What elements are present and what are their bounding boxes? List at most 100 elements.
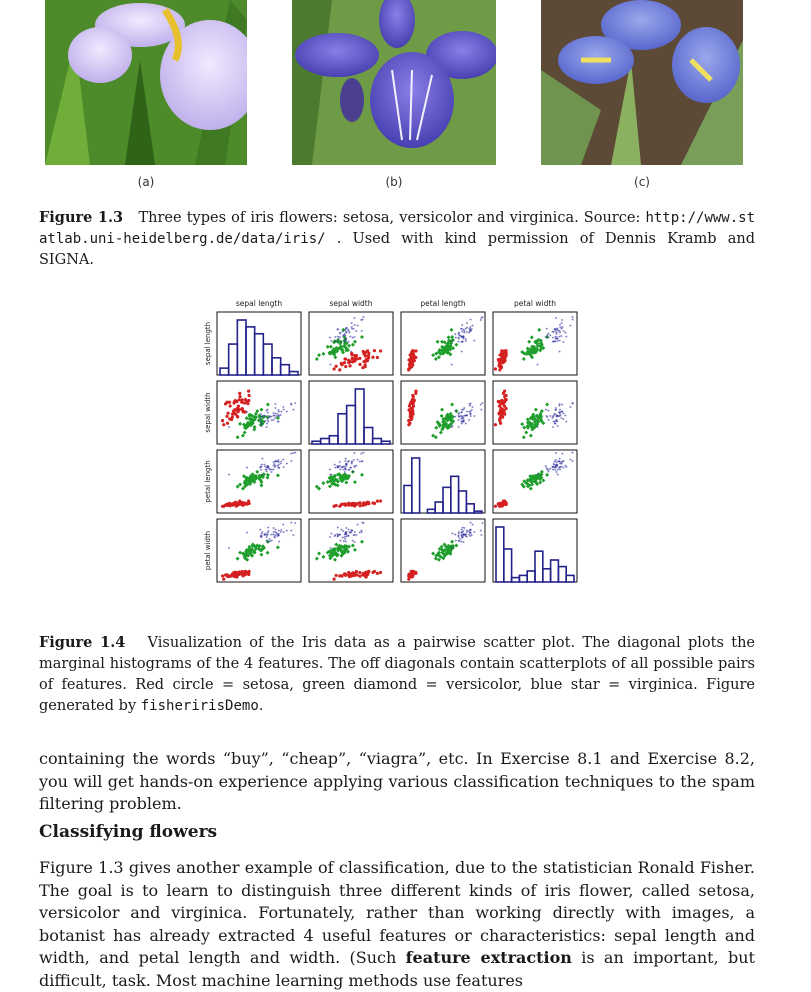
point-virginica: * — [564, 414, 567, 420]
point-virginica: * — [564, 464, 567, 470]
point-versicolor — [252, 425, 257, 430]
point-virginica: * — [468, 331, 471, 337]
point-virginica: * — [554, 340, 557, 346]
point-virginica: * — [466, 414, 469, 420]
point-versicolor — [448, 347, 453, 352]
point-setosa — [347, 361, 351, 365]
point-virginica: * — [260, 468, 263, 474]
point-virginica: * — [276, 413, 279, 419]
point-virginica: * — [274, 403, 277, 409]
point-virginica: * — [473, 414, 476, 420]
point-virginica: * — [345, 326, 348, 332]
point-setosa — [493, 423, 498, 427]
point-setosa — [498, 419, 502, 423]
point-virginica: * — [460, 335, 463, 341]
point-virginica: * — [344, 537, 347, 543]
point-versicolor — [531, 350, 536, 355]
point-virginica: * — [290, 452, 293, 458]
point-versicolor — [328, 550, 333, 555]
point-versicolor — [350, 342, 355, 347]
figure-1-3-tail: . Used with kind permission of Dennis Kr… — [39, 231, 755, 268]
point-versicolor — [440, 339, 445, 344]
point-versicolor — [447, 550, 452, 555]
point-virginica: * — [263, 463, 266, 469]
point-virginica: * — [555, 464, 558, 470]
point-virginica: * — [551, 330, 554, 336]
point-virginica: * — [292, 408, 295, 414]
point-versicolor — [530, 421, 535, 426]
point-virginica: * — [460, 327, 463, 333]
point-versicolor — [245, 557, 250, 562]
point-versicolor — [247, 548, 252, 553]
point-virginica: * — [266, 408, 269, 414]
point-setosa — [233, 500, 237, 504]
point-virginica: * — [351, 325, 354, 331]
point-versicolor — [333, 355, 338, 360]
point-virginica: * — [351, 529, 354, 535]
point-virginica: * — [347, 460, 350, 466]
point-virginica: * — [454, 533, 457, 539]
point-virginica: * — [463, 420, 466, 426]
point-setosa — [501, 352, 505, 357]
point-virginica: * — [334, 534, 337, 540]
point-virginica: * — [362, 315, 365, 321]
point-virginica: * — [260, 534, 263, 540]
point-versicolor — [545, 472, 550, 477]
point-virginica: * — [468, 403, 471, 409]
point-setosa — [347, 501, 351, 505]
point-virginica: * — [282, 523, 285, 529]
point-virginica: * — [342, 335, 345, 341]
point-virginica: * — [259, 417, 262, 423]
point-virginica: * — [277, 420, 280, 426]
point-versicolor — [321, 351, 326, 356]
point-virginica: * — [356, 523, 359, 529]
point-virginica: * — [554, 412, 557, 418]
point-versicolor — [334, 478, 339, 483]
point-virginica: * — [277, 459, 280, 465]
point-versicolor — [441, 416, 446, 421]
point-virginica: * — [555, 317, 558, 323]
point-virginica: * — [294, 451, 297, 457]
point-virginica: * — [339, 332, 342, 338]
point-versicolor — [265, 402, 270, 407]
point-virginica: * — [283, 408, 286, 414]
point-versicolor — [327, 549, 332, 554]
point-virginica: * — [461, 420, 464, 426]
point-setosa — [223, 402, 228, 406]
point-virginica: * — [277, 466, 280, 472]
point-virginica: * — [547, 470, 550, 476]
point-virginica: * — [344, 533, 347, 539]
point-virginica: * — [465, 340, 468, 346]
point-virginica: * — [545, 465, 548, 471]
point-versicolor — [335, 552, 340, 557]
point-virginica: * — [278, 414, 281, 420]
point-virginica: * — [558, 460, 561, 466]
point-virginica: * — [286, 529, 289, 535]
point-setosa — [498, 421, 503, 425]
point-versicolor — [525, 349, 530, 354]
point-versicolor — [439, 544, 444, 549]
point-virginica: * — [461, 536, 464, 542]
point-virginica: * — [343, 468, 346, 474]
point-versicolor — [436, 557, 441, 562]
point-virginica: * — [451, 340, 454, 346]
point-virginica: * — [559, 324, 562, 330]
point-setosa — [498, 368, 502, 372]
point-virginica: * — [272, 419, 275, 425]
point-setosa — [414, 391, 418, 395]
point-virginica: * — [560, 416, 563, 422]
point-virginica: * — [461, 410, 464, 416]
point-virginica: * — [266, 541, 269, 547]
point-setosa — [237, 398, 241, 402]
point-versicolor — [445, 418, 450, 423]
point-virginica: * — [455, 539, 458, 545]
point-versicolor — [433, 356, 438, 361]
point-virginica: * — [458, 535, 461, 541]
point-setosa — [243, 397, 248, 402]
point-versicolor — [342, 549, 347, 554]
point-virginica: * — [571, 315, 574, 321]
point-virginica: * — [558, 350, 561, 356]
figure-1-3-url[interactable]: http://www.statlab.uni-heidelberg.de/dat… — [39, 210, 756, 247]
point-setosa — [501, 402, 505, 406]
figure-1-4-caption: Figure 1.4 Visualization of the Iris dat… — [39, 632, 755, 717]
